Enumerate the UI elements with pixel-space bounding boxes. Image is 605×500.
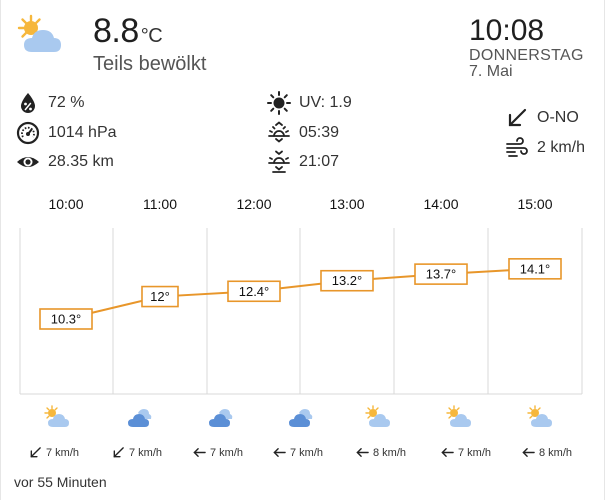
forecast-icons — [0, 404, 605, 436]
eye-icon — [17, 157, 39, 167]
temperature-chart: 10.3° 12° 12.4° 13.2° 13.7° 14.1° — [19, 228, 583, 395]
wind-forecast: 7 km/h — [183, 446, 253, 459]
clock: 10:08 — [469, 14, 545, 47]
last-updated: vor 55 Minuten — [14, 474, 107, 490]
arrow-southwest-icon — [113, 447, 124, 458]
temperature-point: 13.7° — [414, 263, 468, 285]
partly-cloudy-icon — [444, 404, 474, 430]
humidity-stat: 72 % — [16, 91, 84, 115]
hour-label: 14:00 — [423, 196, 459, 212]
data-label-box — [39, 308, 93, 330]
wind-speed-label: 8 km/h — [372, 446, 406, 459]
sunrise-icon — [268, 121, 290, 143]
sunset-icon — [268, 150, 290, 173]
temperature-unit: °C — [140, 25, 163, 47]
gauge-icon — [16, 121, 40, 145]
wind-forecast: 7 km/h — [19, 446, 89, 459]
temperature-point: 13.2° — [320, 269, 374, 292]
temperature-point: 10.3° — [39, 308, 93, 330]
data-label: 13.7° — [426, 267, 457, 282]
humidity-value: 72 % — [48, 94, 85, 111]
pressure-value: 1014 hPa — [48, 124, 117, 141]
cloudy-icon — [285, 404, 315, 430]
arrow-west-icon — [273, 448, 286, 457]
arrow-west-icon — [441, 448, 454, 457]
temperature-point: 12° — [141, 285, 179, 308]
data-label: 13.2° — [332, 273, 363, 288]
hour-label: 13:00 — [329, 196, 365, 212]
uv-stat: UV: 1.9 — [267, 91, 352, 115]
data-label: 12° — [150, 289, 170, 304]
hour-label: 15:00 — [517, 196, 553, 212]
wind-speed-label: 7 km/h — [45, 446, 79, 459]
data-label-box — [508, 258, 562, 280]
uv-value: UV: 1.9 — [299, 94, 352, 111]
hour-label: 11:00 — [143, 196, 177, 212]
arrow-west-icon — [356, 448, 369, 457]
wind-icon — [506, 137, 528, 157]
wind-forecast: 7 km/h — [431, 446, 501, 459]
date: 7. Mai — [469, 63, 513, 80]
arrow-west-icon — [193, 448, 206, 457]
wind-direction-value: O-NO — [537, 109, 579, 126]
partly-cloudy-icon — [363, 404, 393, 430]
forecast-hours: 10:00 11:00 12:00 13:00 14:00 15:00 — [0, 196, 605, 218]
wind-forecast: 8 km/h — [512, 446, 582, 459]
temperature-point: 14.1° — [508, 258, 562, 280]
wind-speed-label: 7 km/h — [289, 446, 323, 459]
wind-forecast: 7 km/h — [102, 446, 172, 459]
sun-icon — [267, 91, 291, 115]
data-label: 12.4° — [239, 284, 270, 299]
data-label-box — [141, 285, 179, 308]
cloudy-icon — [205, 404, 235, 430]
partly-cloudy-icon — [525, 404, 555, 430]
hour-label: 12:00 — [236, 196, 272, 212]
current-temperature: 8.8 °C — [93, 12, 163, 50]
wind-speed-label: 7 km/h — [457, 446, 491, 459]
arrow-southwest-icon — [508, 108, 527, 127]
pressure-stat: 1014 hPa — [16, 121, 117, 145]
wind-forecast: 7 km/h — [263, 446, 333, 459]
sunrise-value: 05:39 — [299, 124, 340, 141]
data-label: 10.3° — [51, 312, 82, 327]
forecast-wind: 7 km/h 7 km/h 7 km/h 7 km/h 8 km/h 7 km/h 8 km… — [0, 446, 605, 466]
data-label-box — [414, 263, 468, 285]
sunset-stat: 21:07 — [267, 150, 339, 174]
wind-speed-label: 8 km/h — [538, 446, 572, 459]
hour-label: 10:00 — [48, 196, 84, 212]
partly-cloudy-icon — [42, 404, 72, 430]
wind-speed-label: 7 km/h — [209, 446, 243, 459]
wind-direction-stat: O-NO — [505, 106, 579, 130]
wind-speed-stat: 2 km/h — [505, 136, 585, 160]
cloudy-icon — [124, 404, 154, 430]
partly-cloudy-icon — [17, 14, 61, 52]
arrow-southwest-icon — [30, 447, 41, 458]
weekday: DONNERSTAG — [469, 47, 584, 64]
arrow-west-icon — [522, 448, 535, 457]
data-label-box — [227, 280, 281, 303]
data-label: 14.1° — [520, 261, 551, 276]
data-label-box — [320, 269, 374, 292]
wind-speed-label: 7 km/h — [128, 446, 162, 459]
sunrise-stat: 05:39 — [267, 121, 339, 145]
wind-forecast: 8 km/h — [346, 446, 416, 459]
visibility-stat: 28.35 km — [16, 150, 114, 174]
temperature-point: 12.4° — [227, 280, 281, 303]
wind-speed-value: 2 km/h — [537, 139, 586, 156]
visibility-value: 28.35 km — [48, 153, 114, 170]
sunset-value: 21:07 — [299, 153, 340, 170]
weather-condition: Teils bewölkt — [93, 53, 207, 75]
humidity-icon — [21, 93, 35, 113]
